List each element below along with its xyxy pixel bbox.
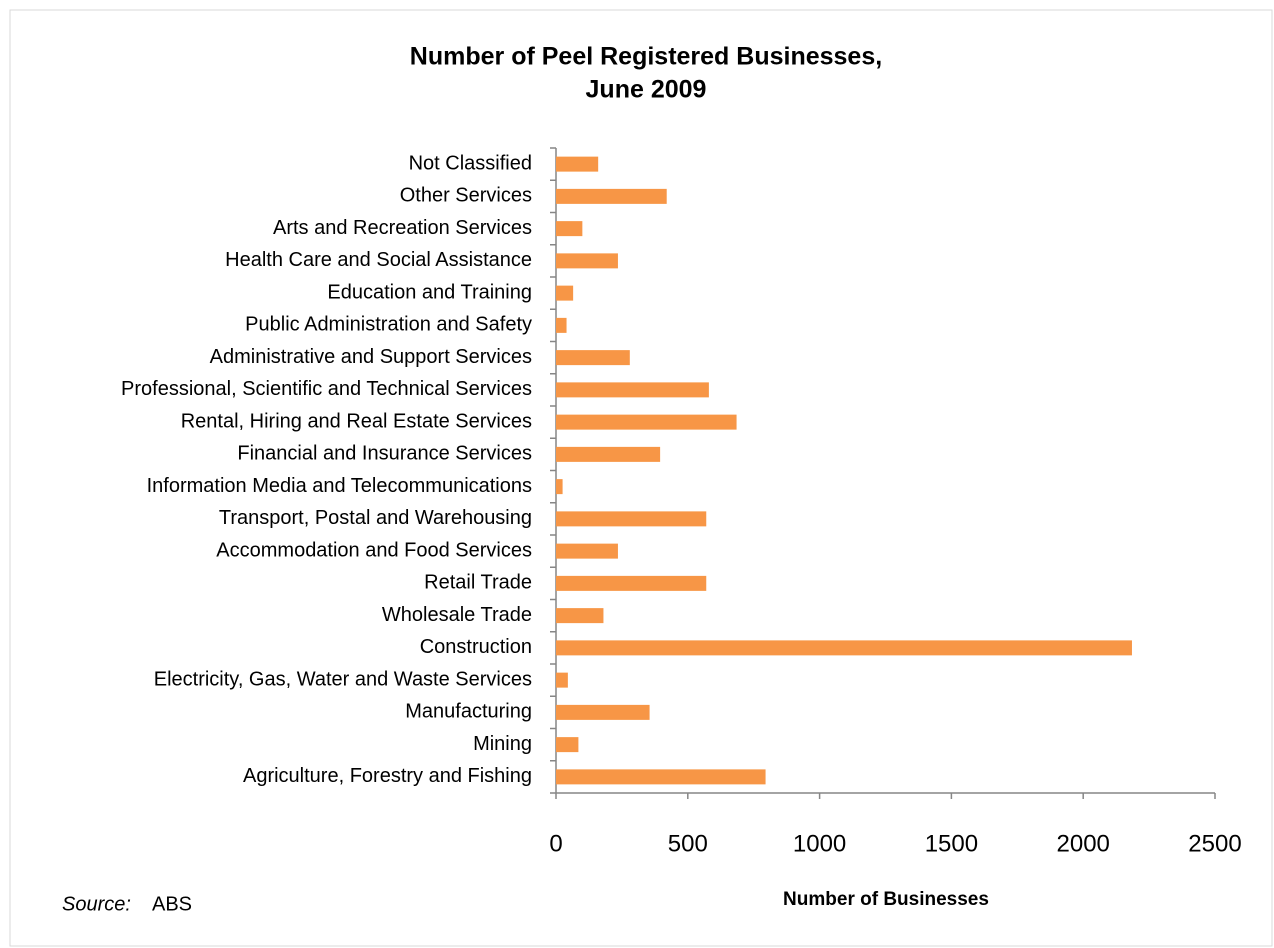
chart-border xyxy=(9,9,1273,947)
bar xyxy=(556,575,707,591)
y-tick-label: Electricity, Gas, Water and Waste Servic… xyxy=(154,668,532,690)
x-tick-label: 2500 xyxy=(1188,830,1241,857)
y-tick-label: Manufacturing xyxy=(405,701,532,723)
y-tick-label: Information Media and Telecommunications xyxy=(147,475,532,497)
y-tick-label: Construction xyxy=(420,636,532,658)
y-tick-label: Administrative and Support Services xyxy=(210,346,532,368)
chart-title: June 2009 xyxy=(586,76,707,104)
bar xyxy=(556,769,766,785)
y-tick-label: Rental, Hiring and Real Estate Services xyxy=(181,410,532,432)
y-tick-label: Education and Training xyxy=(327,281,532,303)
y-tick-label: Wholesale Trade xyxy=(382,604,532,626)
y-tick-label: Agriculture, Forestry and Fishing xyxy=(243,765,532,787)
bar xyxy=(556,285,574,301)
bar xyxy=(556,608,604,624)
x-tick-label: 2000 xyxy=(1057,830,1110,857)
source: ABS xyxy=(152,893,192,915)
x-tick-label: 500 xyxy=(668,830,708,857)
y-tick-label: Public Administration and Safety xyxy=(245,314,532,336)
x-axis-title: Number of Businesses xyxy=(783,889,989,910)
y-tick-label: Mining xyxy=(473,733,532,755)
y-tick-label: Arts and Recreation Services xyxy=(273,217,532,239)
bar xyxy=(556,543,618,559)
bar xyxy=(556,704,650,720)
y-tick-label: Accommodation and Food Services xyxy=(216,539,532,561)
y-tick-label: Financial and Insurance Services xyxy=(237,443,532,465)
source-label: Source: xyxy=(62,893,131,915)
y-tick-label: Transport, Postal and Warehousing xyxy=(219,507,532,529)
bar xyxy=(556,479,563,495)
x-tick-label: 0 xyxy=(549,830,562,857)
bar xyxy=(556,640,1132,656)
chart-title: Number of Peel Registered Businesses, xyxy=(410,43,882,71)
bar xyxy=(556,382,709,398)
bar xyxy=(556,511,707,527)
bar xyxy=(556,672,568,688)
bar xyxy=(556,446,661,462)
bar xyxy=(556,156,599,172)
y-tick-label: Retail Trade xyxy=(424,572,532,594)
x-tick-label: 1000 xyxy=(793,830,846,857)
bar xyxy=(556,253,618,269)
bar xyxy=(556,414,737,430)
bar xyxy=(556,350,630,366)
bar xyxy=(556,317,567,333)
x-tick-label: 1500 xyxy=(925,830,978,857)
bar xyxy=(556,221,583,237)
y-tick-label: Other Services xyxy=(400,185,532,207)
y-tick-label: Professional, Scientific and Technical S… xyxy=(121,378,532,400)
bar xyxy=(556,188,667,204)
bar xyxy=(556,737,579,753)
y-tick-label: Not Classified xyxy=(409,152,532,174)
y-tick-label: Health Care and Social Assistance xyxy=(225,249,532,271)
